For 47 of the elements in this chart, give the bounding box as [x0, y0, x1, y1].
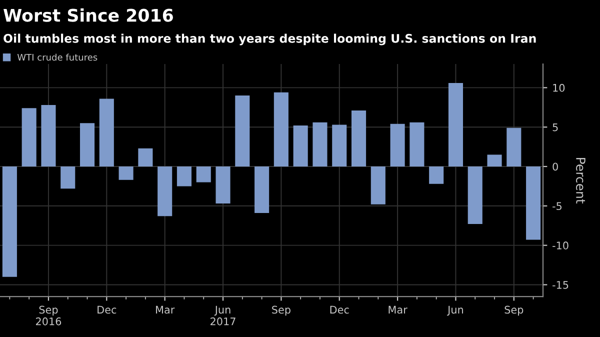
bar [60, 166, 76, 189]
bar [468, 166, 482, 224]
bar [390, 124, 405, 166]
bar [196, 166, 211, 182]
bar [41, 105, 56, 166]
y-tick-label: 10 [553, 84, 565, 92]
bar [526, 166, 541, 240]
bar [158, 166, 172, 216]
bar [235, 96, 250, 166]
bar [410, 122, 424, 166]
x-tick-label: Jun [447, 306, 463, 316]
x-tick-label: Dec [330, 306, 349, 314]
legend-label: WTI crude futures [17, 54, 98, 61]
y-tick-label: 5 [552, 123, 558, 132]
y-tick-label: -15 [552, 281, 568, 289]
x-tick-label: Mar [156, 306, 175, 314]
chart-title: Worst Since 2016 [4, 8, 173, 22]
bar [429, 166, 444, 184]
bar [22, 108, 36, 166]
bar [254, 166, 270, 214]
y-tick-label: 0 [552, 162, 558, 171]
y-axis-title: Percent [576, 158, 586, 204]
x-tick-label: Sep [504, 306, 524, 316]
y-tick-label: -5 [552, 202, 562, 210]
bar [176, 166, 192, 186]
bar [216, 166, 230, 204]
x-tick-label: Sep 2016 [36, 306, 62, 326]
bar [312, 122, 328, 166]
bar [506, 128, 522, 166]
bar [448, 82, 464, 166]
bar [80, 123, 95, 166]
bar [370, 166, 386, 204]
x-tick-label: Sep [272, 306, 290, 316]
chart-subtitle: Oil tumbles most in more than two years despite looming U.S. sanctions on Iran [4, 34, 536, 46]
bar [351, 110, 366, 166]
bar [274, 92, 288, 166]
bar [332, 124, 347, 166]
x-tick-label: Dec [98, 306, 116, 314]
y-tick-label: -10 [552, 242, 568, 250]
bar [118, 166, 134, 180]
bar [487, 154, 502, 166]
bar [293, 126, 308, 166]
bar [2, 166, 17, 277]
x-tick-label: Mar [388, 306, 408, 314]
bar [138, 148, 153, 166]
x-tick-label: Jun 2017 [210, 306, 236, 326]
bar [99, 98, 114, 166]
